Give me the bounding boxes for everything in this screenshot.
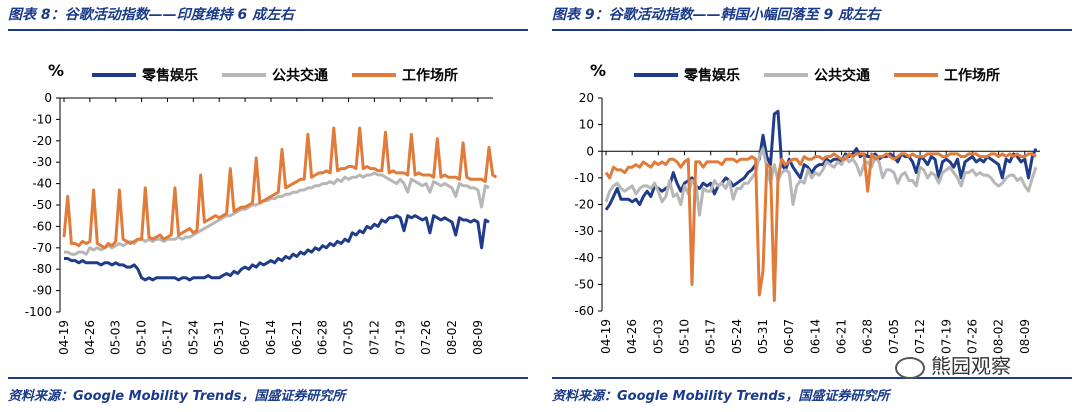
y-tick-label: 0 — [586, 144, 594, 158]
legend-item: 公共交通 — [764, 67, 870, 84]
source-rule — [8, 377, 528, 379]
chart-title: 图表 8：谷歌活动指数——印度维持 6 成左右 — [8, 7, 295, 23]
series-line-2 — [64, 171, 490, 256]
x-tick-label: 08-09 — [1018, 319, 1032, 354]
y-tick-label: 20 — [579, 91, 594, 105]
legend-label: 工作场所 — [944, 67, 1000, 84]
legend-item: 工作场所 — [894, 67, 1000, 84]
x-tick-label: 04-26 — [625, 319, 639, 354]
title-rule — [552, 29, 1072, 31]
x-tick-label: 07-12 — [913, 319, 927, 354]
unit-label: % — [590, 61, 606, 80]
unit-label: % — [48, 61, 64, 80]
x-tick-label: 05-17 — [704, 319, 718, 354]
x-tick-label: 05-24 — [186, 320, 200, 355]
legend-label: 公共交通 — [272, 67, 328, 84]
watermark: 熊园观察 — [895, 350, 1011, 379]
x-tick-label: 04-26 — [83, 320, 97, 355]
x-tick-label: 05-17 — [160, 320, 174, 355]
y-tick-label: -20 — [32, 134, 52, 148]
y-tick-label: -80 — [32, 262, 52, 276]
chart-source: 资料来源：Google Mobility Trends，国盛证券研究所 — [8, 389, 346, 404]
wechat-icon — [895, 356, 925, 379]
legend-label: 零售娱乐 — [683, 67, 740, 84]
x-tick-label: 06-28 — [861, 319, 875, 354]
x-tick-label: 07-26 — [965, 319, 979, 354]
y-tick-label: 10 — [579, 118, 594, 132]
series-line-1 — [64, 214, 490, 282]
y-tick-label: -30 — [574, 224, 594, 238]
india-mobility-chart: % 零售娱乐 公共交通 工作场所 0 -10 -20 -30 -40 -50 -60 -70 -80 -9… — [25, 61, 498, 355]
legend-item: 工作场所 — [352, 67, 458, 84]
x-tick-label: 05-24 — [730, 319, 744, 354]
y-tick-label: -90 — [32, 284, 52, 298]
x-tick-label: 05-31 — [756, 319, 770, 354]
x-tick-label: 08-02 — [445, 320, 459, 355]
y-tick-label: -20 — [574, 198, 594, 212]
y-tick-label: -60 — [574, 304, 594, 318]
y-tick-label: -70 — [32, 241, 52, 255]
y-tick-label: -100 — [25, 305, 52, 319]
x-tick-label: 06-21 — [290, 320, 304, 355]
series-line-1 — [604, 109, 1038, 211]
legend-label: 零售娱乐 — [141, 67, 198, 84]
y-tick-label: -40 — [32, 177, 52, 191]
y-tick-label: -10 — [32, 112, 52, 126]
x-tick-label: 06-28 — [316, 320, 330, 355]
x-tick-label: 07-05 — [887, 319, 901, 354]
x-tick-label: 05-03 — [109, 320, 123, 355]
y-tick-label: 0 — [44, 91, 52, 105]
source-rule — [552, 377, 1072, 379]
x-tick-label: 07-12 — [367, 320, 381, 355]
x-tick-label: 06-14 — [808, 319, 822, 354]
legend-item: 零售娱乐 — [92, 67, 198, 84]
legend-item: 公共交通 — [222, 67, 328, 84]
x-tick-label: 06-21 — [835, 319, 849, 354]
x-tick-label: 05-03 — [651, 319, 665, 354]
korea-mobility-chart: % 零售娱乐 公共交通 工作场所 20 10 0 -10 -20 -30 -40 -50 -60 04-1… — [574, 61, 1040, 354]
x-tick-label: 04-19 — [599, 319, 613, 354]
chart-title: 图表 9：谷歌活动指数——韩国小幅回落至 9 成左右 — [552, 7, 881, 23]
series-line-3 — [604, 152, 1037, 302]
panel-india: 图表 8：谷歌活动指数——印度维持 6 成左右 % 零售娱乐 公共交通 工作场所 0 -1… — [8, 7, 528, 404]
series-line-3 — [62, 126, 498, 250]
x-tick-label: 07-19 — [939, 319, 953, 354]
y-tick-label: -30 — [32, 155, 52, 169]
x-tick-label: 08-09 — [471, 320, 485, 355]
legend-label: 工作场所 — [402, 67, 458, 84]
legend-label: 公共交通 — [814, 67, 870, 84]
panel-korea: 图表 9：谷歌活动指数——韩国小幅回落至 9 成左右 % 零售娱乐 公共交通 工作场所… — [540, 0, 1080, 412]
legend-item: 零售娱乐 — [634, 67, 740, 84]
x-tick-label: 07-05 — [342, 320, 356, 355]
x-tick-label: 08-02 — [992, 319, 1006, 354]
x-tick-label: 07-26 — [419, 320, 433, 355]
y-tick-label: -50 — [574, 277, 594, 291]
y-tick-label: -40 — [574, 251, 594, 265]
x-tick-label: 07-19 — [393, 320, 407, 355]
x-tick-label: 05-10 — [135, 320, 149, 355]
x-tick-label: 05-10 — [678, 319, 692, 354]
chart-source: 资料来源：Google Mobility Trends，国盛证券研究所 — [552, 389, 890, 404]
y-tick-label: -10 — [574, 171, 594, 185]
y-tick-label: -50 — [32, 198, 52, 212]
x-tick-label: 05-31 — [212, 320, 226, 355]
x-tick-label: 06-07 — [782, 319, 796, 354]
title-rule — [8, 29, 528, 31]
y-tick-label: -60 — [32, 219, 52, 233]
watermark-text: 熊园观察 — [931, 354, 1011, 378]
x-tick-label: 06-07 — [238, 320, 252, 355]
x-tick-label: 06-14 — [264, 320, 278, 355]
series-line-2 — [604, 147, 1038, 217]
x-tick-label: 04-19 — [57, 320, 71, 355]
